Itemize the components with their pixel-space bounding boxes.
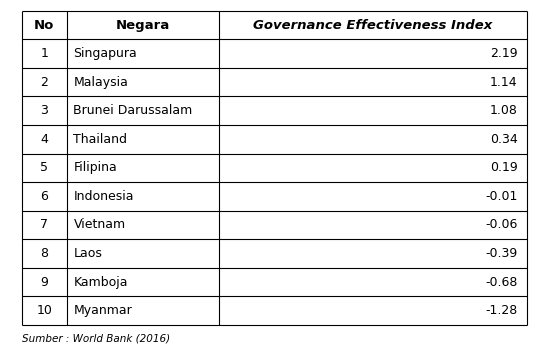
Text: 7: 7 <box>40 218 48 231</box>
Text: Governance Effectiveness Index: Governance Effectiveness Index <box>253 19 493 32</box>
Text: 8: 8 <box>40 247 48 260</box>
Text: Negara: Negara <box>116 19 170 32</box>
Text: Thailand: Thailand <box>74 133 128 146</box>
Text: 0.19: 0.19 <box>490 161 518 174</box>
Text: -0.01: -0.01 <box>485 190 518 203</box>
Text: Kamboja: Kamboja <box>74 275 128 288</box>
Text: 0.34: 0.34 <box>490 133 518 146</box>
Text: 2: 2 <box>40 76 48 89</box>
Text: 4: 4 <box>40 133 48 146</box>
Text: No: No <box>34 19 54 32</box>
Text: Filipina: Filipina <box>74 161 117 174</box>
Text: 2.19: 2.19 <box>490 47 518 60</box>
Text: -0.68: -0.68 <box>485 275 518 288</box>
Text: Malaysia: Malaysia <box>74 76 129 89</box>
Text: Myanmar: Myanmar <box>74 304 132 317</box>
Text: Sumber : World Bank (2016): Sumber : World Bank (2016) <box>22 334 169 344</box>
Text: -0.39: -0.39 <box>485 247 518 260</box>
Text: 10: 10 <box>37 304 52 317</box>
Text: Singapura: Singapura <box>74 47 137 60</box>
Text: 6: 6 <box>40 190 48 203</box>
Text: -0.06: -0.06 <box>485 218 518 231</box>
Text: 3: 3 <box>40 104 48 117</box>
Text: 9: 9 <box>40 275 48 288</box>
Text: 1: 1 <box>40 47 48 60</box>
Text: -1.28: -1.28 <box>485 304 518 317</box>
Text: Laos: Laos <box>74 247 102 260</box>
Text: 1.08: 1.08 <box>490 104 518 117</box>
Text: Brunei Darussalam: Brunei Darussalam <box>74 104 193 117</box>
Text: Vietnam: Vietnam <box>74 218 125 231</box>
Text: 5: 5 <box>40 161 48 174</box>
Text: 1.14: 1.14 <box>490 76 518 89</box>
Text: Indonesia: Indonesia <box>74 190 134 203</box>
